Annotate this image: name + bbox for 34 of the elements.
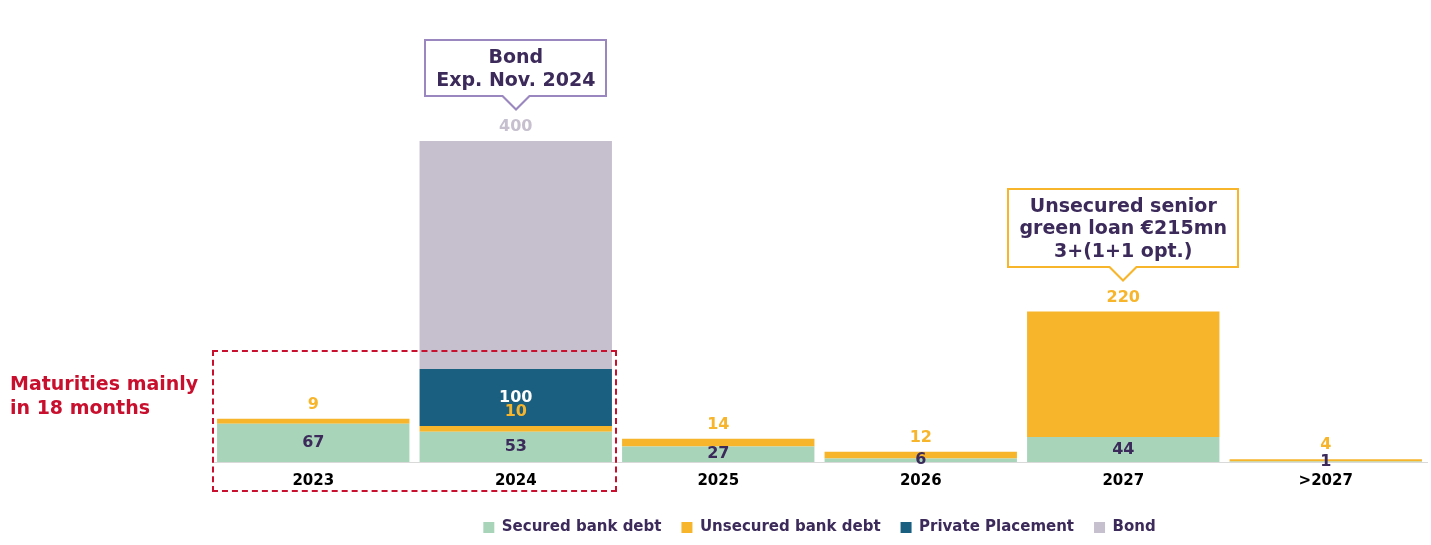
bar <box>1027 311 1220 437</box>
x-tick-label: 2027 <box>1102 470 1145 489</box>
x-tick-label: 2023 <box>292 470 335 489</box>
data-label: 27 <box>707 443 730 463</box>
x-tick-label: >2027 <box>1298 470 1353 489</box>
bar <box>622 446 815 462</box>
legend-label: Bond <box>1112 517 1156 536</box>
x-tick-label: 2026 <box>899 470 942 489</box>
legend-label: Unsecured bank debt <box>699 517 881 536</box>
bar <box>419 369 612 427</box>
data-label: 14 <box>707 413 730 433</box>
data-label: 10 <box>504 401 527 421</box>
data-label: 53 <box>504 436 527 456</box>
data-label: 4 <box>1320 434 1332 454</box>
legend-label: Secured bank debt <box>501 517 662 536</box>
legend-label: Private Placement <box>919 517 1075 536</box>
bar <box>217 418 410 424</box>
data-label: 44 <box>1112 438 1135 458</box>
text: Maturities mainly in 18 months <box>10 372 199 420</box>
x-tick-label: 2025 <box>697 470 740 489</box>
bar <box>419 141 612 370</box>
x-tick-label: 2024 <box>494 470 537 489</box>
data-label: 220 <box>1106 286 1140 306</box>
bar <box>419 431 612 462</box>
data-label: 67 <box>302 432 325 452</box>
data-label: 400 <box>499 116 533 136</box>
data-label: 12 <box>909 426 932 446</box>
annotation: Unsecured senior green loan €215mn 3+(1+1 opt.) <box>1007 187 1240 268</box>
bar <box>1027 436 1220 462</box>
annotation: Bond Exp. Nov. 2024 <box>424 39 608 97</box>
bar <box>217 423 410 462</box>
data-label: 9 <box>307 393 319 413</box>
bar <box>419 426 612 432</box>
bar <box>622 438 815 447</box>
